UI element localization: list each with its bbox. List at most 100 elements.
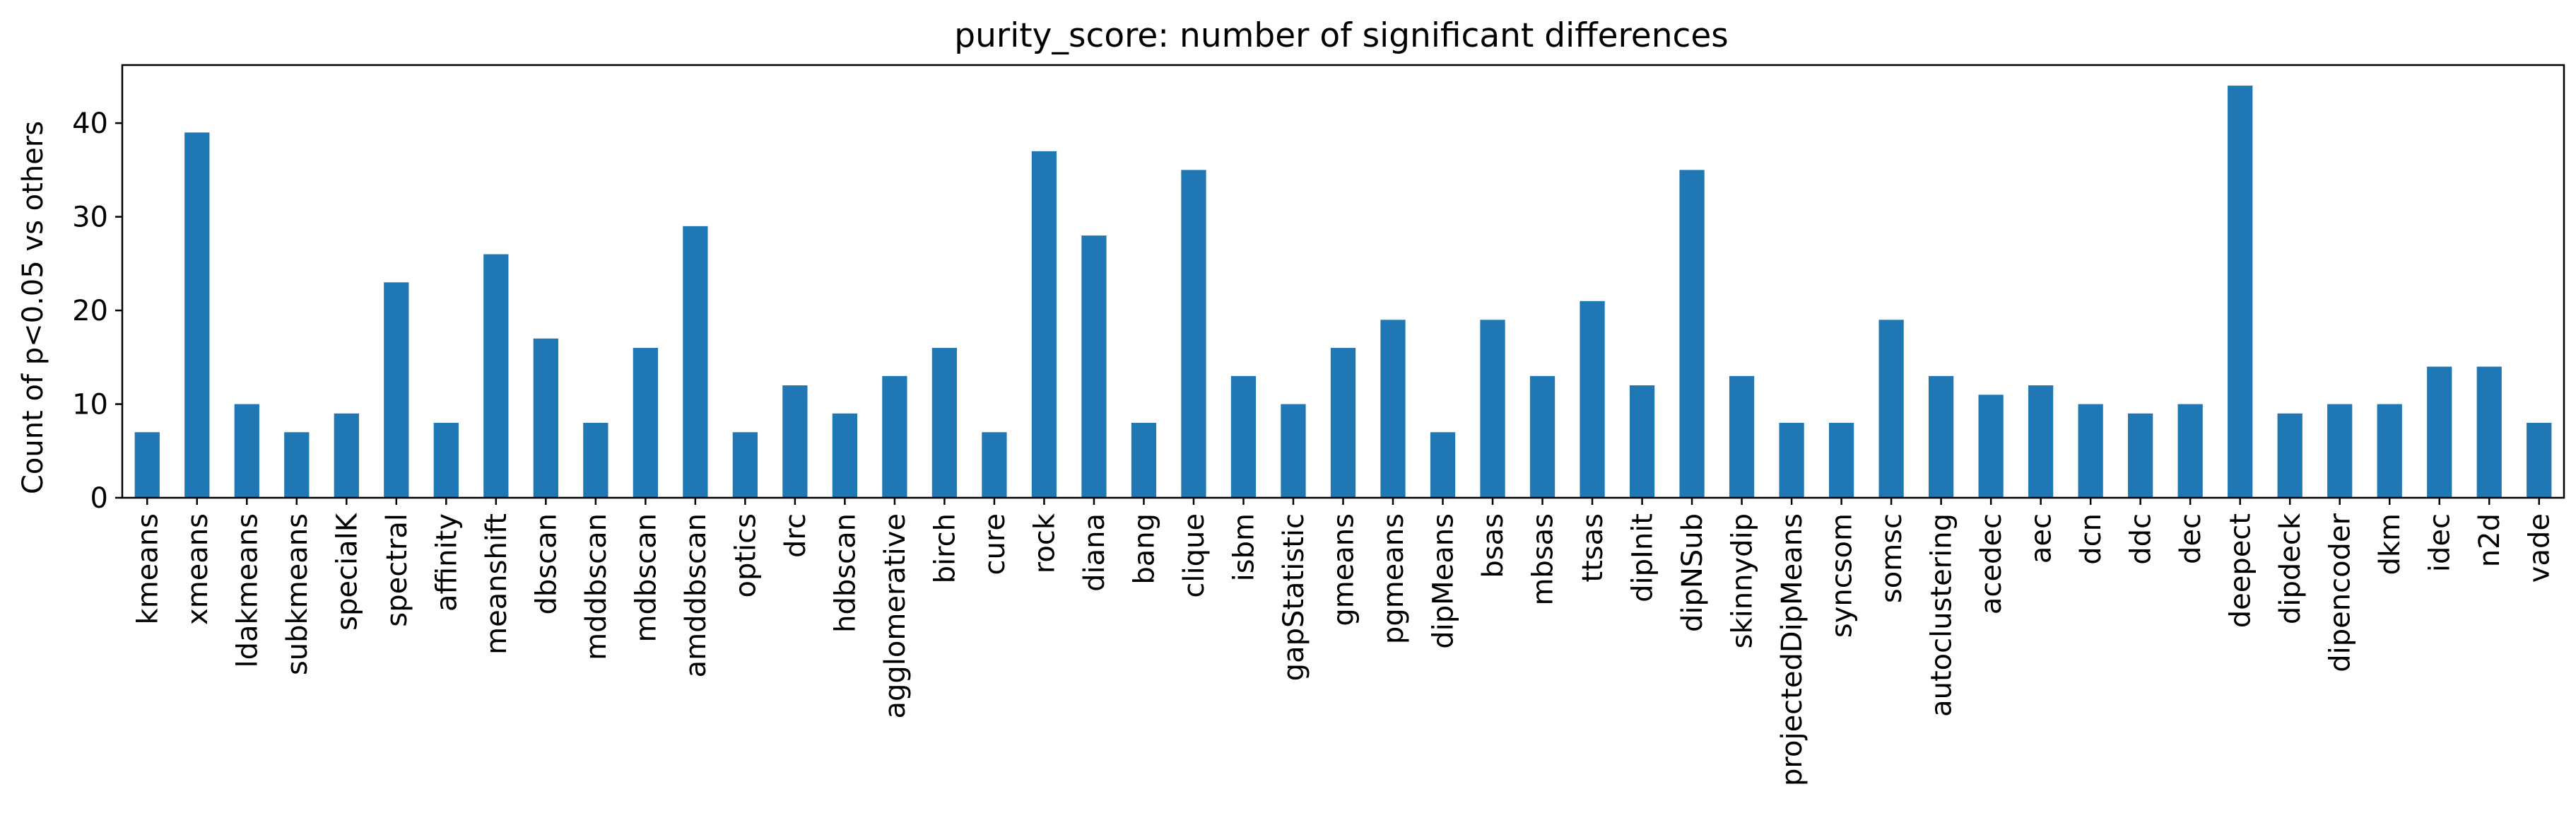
y-ticks-group: 0 10 20 30 40 <box>72 107 122 515</box>
x-tick-label: n2d <box>2474 513 2506 567</box>
bar-birch <box>931 348 958 498</box>
x-tick-label: pgmeans <box>1377 513 1410 644</box>
x-tick-label: birch <box>929 513 961 583</box>
x-tick-label: specialK <box>331 512 363 631</box>
bar-gapStatistic <box>1281 404 1306 498</box>
bar-hdbscan <box>832 413 858 498</box>
x-tick-label: deepect <box>2225 513 2257 628</box>
x-tick-label: bsas <box>1477 513 1510 578</box>
bar-somsc <box>1878 320 1904 498</box>
bar-specialK <box>334 413 359 498</box>
bar-autoclustering <box>1928 375 1954 498</box>
x-tick-label: aec <box>2025 513 2058 564</box>
bar-kmeans <box>134 432 160 498</box>
bar-agglomerative <box>882 375 907 498</box>
x-tick-label: drc <box>780 513 812 558</box>
x-tick-label: affinity <box>430 513 463 612</box>
bar-dipencoder <box>2327 404 2353 498</box>
y-axis-label: Count of p<0.05 vs others <box>17 121 49 494</box>
x-tick-label: mddbscan <box>580 513 613 660</box>
bar-dipNSub <box>1679 170 1705 498</box>
bar-dcn <box>2078 404 2103 498</box>
x-tick-label: vade <box>2524 513 2556 583</box>
bar-mbsas <box>1529 375 1555 498</box>
bar-drc <box>782 385 808 498</box>
bar-isbm <box>1230 375 1257 498</box>
x-tick-label: somsc <box>1876 513 1908 603</box>
x-tick-label: kmeans <box>131 513 164 624</box>
x-tick-label: acedec <box>1975 513 2008 614</box>
y-tick-label: 0 <box>90 482 108 515</box>
bar-rock <box>1031 151 1057 498</box>
bar-mdbscan <box>633 348 658 498</box>
x-tick-label: cure <box>979 513 1011 576</box>
bar-gmeans <box>1330 348 1356 498</box>
x-tick-label: gmeans <box>1328 513 1360 626</box>
x-tick-label: autoclustering <box>1926 513 1958 717</box>
y-tick-label: 20 <box>72 295 108 327</box>
bar-dipInit <box>1629 385 1655 498</box>
bar-ldakmeans <box>234 404 259 498</box>
bar-syncsom <box>1828 423 1854 498</box>
bar-mddbscan <box>583 423 608 498</box>
x-tick-label: bang <box>1128 513 1160 585</box>
bar-skinnydip <box>1729 375 1755 498</box>
chart-title: purity_score: number of significant diff… <box>954 16 1728 55</box>
bars-group <box>134 86 2552 498</box>
bar-cure <box>982 432 1007 498</box>
x-tick-label: dipNSub <box>1676 513 1709 632</box>
bar-diana <box>1081 235 1107 498</box>
bar-dbscan <box>533 338 558 498</box>
bar-dipdeck <box>2277 413 2302 498</box>
x-tick-label: clique <box>1178 513 1211 598</box>
x-tick-label: amddbscan <box>680 513 712 677</box>
bar-pgmeans <box>1380 320 1406 498</box>
bar-n2d <box>2476 366 2502 498</box>
bar-acedec <box>1978 395 2004 498</box>
bar-ttsas <box>1580 300 1605 498</box>
x-tick-label: isbm <box>1228 513 1260 581</box>
x-tick-label: syncsom <box>1826 513 1859 638</box>
bar-aec <box>2028 385 2054 498</box>
x-tick-label: dcn <box>2075 513 2107 565</box>
x-tick-label: subkmeans <box>281 513 314 675</box>
x-tick-label: projectedDipMeans <box>1776 513 1809 786</box>
bar-projectedDipMeans <box>1779 423 1804 498</box>
x-tick-label: diana <box>1078 513 1111 592</box>
x-tick-label: dipdeck <box>2274 513 2307 624</box>
bar-dkm <box>2377 404 2402 498</box>
bar-deepect <box>2228 86 2253 498</box>
bar-optics <box>732 432 758 498</box>
bar-affinity <box>433 423 459 498</box>
x-tick-label: optics <box>729 513 762 598</box>
bar-idec <box>2427 366 2452 498</box>
x-tick-label: idec <box>2424 513 2457 572</box>
x-tick-label: dipMeans <box>1428 513 1460 649</box>
bar-dipMeans <box>1430 432 1456 498</box>
x-tick-label: spectral <box>381 513 413 627</box>
x-tick-label: mdbscan <box>630 513 662 642</box>
x-tick-label: agglomerative <box>879 513 912 719</box>
y-tick-label: 30 <box>72 202 108 234</box>
x-tick-label: dbscan <box>530 513 563 614</box>
x-tick-label: skinnydip <box>1727 513 1759 648</box>
bar-bsas <box>1480 320 1505 498</box>
bar-spectral <box>384 282 409 498</box>
x-tick-label: mbsas <box>1527 513 1560 606</box>
x-tick-label: gapStatistic <box>1278 513 1310 681</box>
bar-ddc <box>2128 413 2153 498</box>
plot-frame <box>121 64 2565 499</box>
x-ticks-group: kmeans xmeans ldakmeans subkmeans specialK sp… <box>131 498 2556 786</box>
x-tick-label: ddc <box>2125 513 2158 565</box>
bar-vade <box>2527 423 2552 498</box>
x-tick-label: dkm <box>2374 513 2406 576</box>
bar-bang <box>1131 423 1157 498</box>
x-tick-label: dec <box>2175 513 2207 564</box>
y-tick-label: 40 <box>72 107 108 140</box>
bar-subkmeans <box>284 432 310 498</box>
bar-amddbscan <box>683 226 708 498</box>
bar-xmeans <box>184 132 210 498</box>
x-tick-label: rock <box>1028 513 1061 573</box>
bar-clique <box>1181 170 1206 498</box>
